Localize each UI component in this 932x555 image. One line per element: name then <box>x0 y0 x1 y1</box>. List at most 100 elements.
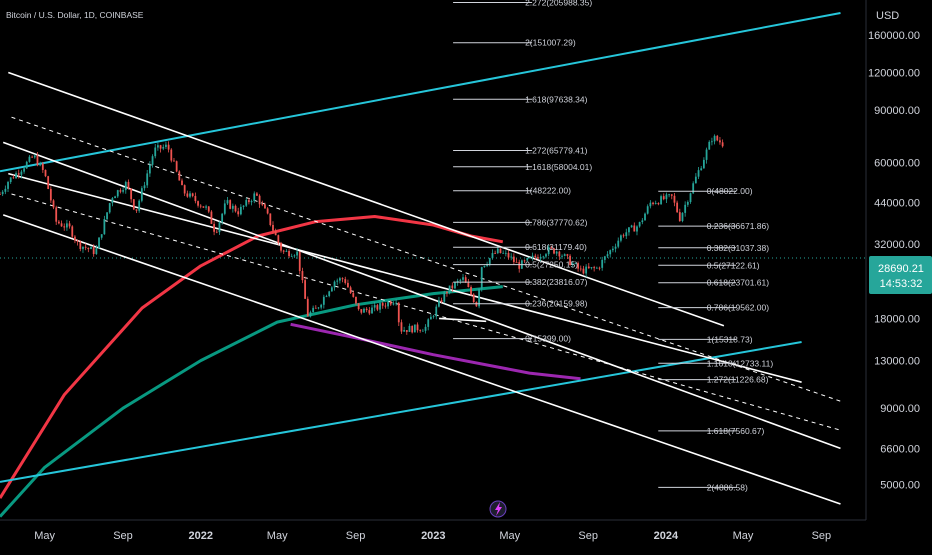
fib-level-label: 1.618(97638.34) <box>525 94 588 104</box>
fib-level-label: 0.786(37770.62) <box>525 217 588 227</box>
candle <box>28 155 31 163</box>
price-badge: 28690.21 14:53:32 <box>869 256 932 294</box>
candle <box>480 266 483 292</box>
fib-level-label: 1(15318.73) <box>707 334 753 344</box>
candle <box>660 194 662 205</box>
candle <box>304 276 307 299</box>
candle <box>424 324 427 334</box>
candle <box>389 300 392 307</box>
candle <box>352 290 355 298</box>
candle <box>116 189 119 198</box>
currency-label[interactable]: USD <box>876 10 899 22</box>
candle <box>633 222 636 232</box>
candle <box>264 202 266 209</box>
candle <box>17 169 20 179</box>
candle <box>502 250 505 254</box>
candle <box>384 302 387 309</box>
fib-level-label: 0(48022.00) <box>707 186 753 196</box>
candle <box>577 261 579 272</box>
candle <box>652 201 654 206</box>
candle <box>582 265 585 275</box>
candle <box>98 237 100 249</box>
candle <box>339 276 341 284</box>
candle <box>106 212 108 221</box>
fib-level-label: 0.382(31037.38) <box>707 243 770 253</box>
candle <box>400 319 403 335</box>
candle <box>692 181 695 194</box>
candle <box>542 255 545 260</box>
candle <box>285 249 288 253</box>
candle <box>531 252 534 261</box>
time-tick-label: May <box>34 530 55 542</box>
candle <box>189 191 191 199</box>
time-tick-label: Sep <box>812 530 832 542</box>
candle <box>100 234 103 240</box>
candle <box>280 241 282 253</box>
candle <box>320 303 323 310</box>
candle <box>593 265 596 272</box>
candle <box>376 303 379 312</box>
fib-level-label: 2(4886.58) <box>707 482 748 492</box>
price-tick-label: 13000.00 <box>874 356 920 368</box>
candle <box>132 198 135 211</box>
candle <box>146 169 149 189</box>
time-tick-label: May <box>499 530 520 542</box>
candle <box>641 218 644 225</box>
lightning-icon[interactable] <box>489 500 507 518</box>
candle <box>558 250 561 261</box>
symbol-title: Bitcoin / U.S. Dollar, 1D, COINBASE <box>6 10 144 20</box>
candle <box>130 188 133 203</box>
candle <box>173 158 175 162</box>
candle <box>611 245 614 253</box>
candle <box>312 305 315 313</box>
candle <box>336 278 339 286</box>
candle <box>392 301 395 306</box>
candle <box>510 253 513 261</box>
candle <box>76 239 79 246</box>
candle <box>523 259 526 264</box>
candle <box>665 192 668 204</box>
candle <box>571 260 574 267</box>
candle <box>301 267 304 284</box>
candle <box>609 249 612 258</box>
candle <box>673 193 676 207</box>
candle <box>151 154 154 168</box>
candle <box>154 143 157 159</box>
candle <box>36 152 39 167</box>
candle <box>322 294 325 309</box>
series-line-8 <box>2 214 841 505</box>
candle <box>711 137 713 146</box>
candle <box>606 251 609 259</box>
candle <box>416 322 419 333</box>
price-tick-label: 18000.00 <box>874 313 920 325</box>
candle <box>467 278 470 288</box>
candle <box>122 187 125 194</box>
candle <box>328 290 331 298</box>
time-tick-label: May <box>733 530 754 542</box>
fib-level-label: 1.1618(58004.01) <box>525 162 592 172</box>
candle <box>454 281 456 290</box>
candle <box>365 307 368 313</box>
fib-level-label: 0.236(20159.98) <box>525 299 588 309</box>
candle <box>215 229 218 234</box>
candle <box>87 247 90 253</box>
candle <box>636 225 638 236</box>
candle <box>31 155 34 158</box>
candle <box>95 244 98 255</box>
candle <box>379 300 381 314</box>
fib-level-label: 1(48222.00) <box>525 186 571 196</box>
candle <box>165 141 167 149</box>
candle <box>92 244 95 257</box>
candle <box>494 250 497 254</box>
candle <box>124 180 127 194</box>
candle <box>41 161 44 173</box>
candle <box>496 246 499 255</box>
candle <box>395 299 398 306</box>
candle <box>387 300 389 309</box>
candle <box>181 178 183 186</box>
candle <box>646 204 649 215</box>
candle <box>684 201 687 217</box>
candle <box>74 235 76 244</box>
